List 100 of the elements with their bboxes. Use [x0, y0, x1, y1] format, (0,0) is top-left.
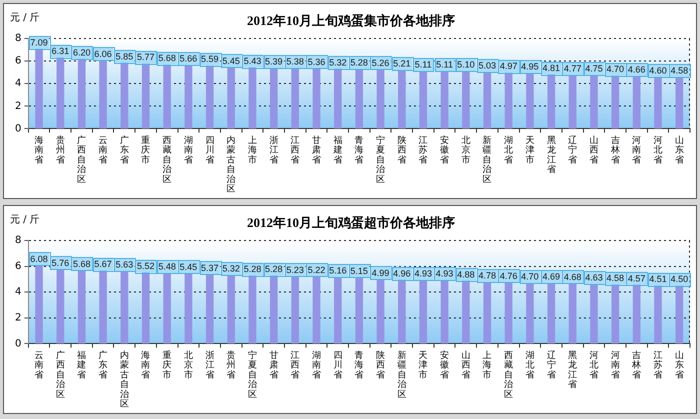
- y-axis-title: 元 / 斤: [10, 12, 40, 24]
- data-label: 5.15: [350, 266, 368, 276]
- bar: [270, 68, 278, 129]
- data-label: 5.67: [94, 259, 112, 270]
- bar: [398, 70, 406, 129]
- data-label: 4.51: [649, 274, 667, 284]
- x-tick-label: 广东省: [98, 350, 108, 380]
- bar: [483, 282, 492, 344]
- bar: [440, 70, 448, 129]
- data-label: 4.70: [606, 64, 624, 74]
- x-tick-label: 西藏自治区: [504, 350, 514, 400]
- bar: [504, 282, 512, 344]
- data-label: 4.88: [457, 269, 475, 280]
- x-tick-label: 新疆自治区: [397, 350, 406, 400]
- x-tick-label: 河南省: [610, 350, 620, 380]
- data-label: 5.66: [180, 53, 198, 64]
- bar: [355, 68, 364, 129]
- data-label: 5.26: [372, 58, 390, 68]
- data-label: 5.37: [201, 262, 219, 273]
- bar: [526, 282, 534, 344]
- x-tick-label: 山东省: [674, 134, 684, 166]
- bar: [291, 68, 299, 129]
- bar: [526, 72, 534, 129]
- bar: [78, 58, 86, 129]
- data-label: 4.96: [393, 268, 411, 278]
- bar: [35, 265, 43, 344]
- x-tick-label: 宁夏自治区: [248, 350, 257, 400]
- bar: [376, 69, 384, 129]
- y-tick-label: 4: [14, 78, 22, 90]
- x-tick-label: 吉林省: [631, 350, 642, 380]
- x-tick-label: 西藏自治区: [162, 136, 172, 185]
- bar: [35, 48, 43, 129]
- data-label: 4.70: [521, 272, 539, 282]
- x-tick-label: 上海市: [482, 350, 492, 380]
- x-tick-label: 湖南省: [312, 350, 321, 380]
- data-label: 5.77: [136, 52, 155, 62]
- bar: [99, 270, 107, 344]
- x-tick-label: 重庆市: [162, 350, 172, 380]
- x-tick-label: 江西省: [290, 350, 300, 380]
- x-tick-label: 青海省: [354, 350, 364, 380]
- x-tick-label: 广西自治区: [56, 350, 65, 400]
- data-label: 5.45: [222, 56, 240, 66]
- bar: [270, 275, 278, 344]
- y-tick-label: 2: [14, 100, 22, 112]
- x-tick-label: 河北省: [653, 134, 662, 166]
- chart-title: 2012年10月上旬鸡蛋集市价各地排序: [247, 13, 455, 28]
- x-tick-label: 四川省: [333, 350, 342, 380]
- x-tick-label: 浙江省: [205, 350, 214, 380]
- data-label: 5.11: [436, 60, 453, 70]
- bar: [547, 74, 556, 129]
- data-label: 5.23: [286, 264, 304, 275]
- x-tick-label: 浙江省: [269, 134, 278, 166]
- data-label: 4.60: [649, 65, 667, 76]
- data-label: 4.58: [670, 66, 688, 76]
- data-label: 5.39: [265, 56, 283, 66]
- bar: [398, 279, 406, 344]
- x-tick-label: 湖南省: [184, 134, 193, 166]
- bar: [120, 62, 128, 129]
- y-tick-label: 8: [14, 33, 22, 44]
- bar: [312, 68, 320, 129]
- x-tick-label: 河南省: [632, 134, 642, 166]
- bar: [312, 276, 320, 344]
- data-label: 5.76: [52, 258, 70, 268]
- data-label: 4.97: [500, 61, 518, 72]
- x-tick-label: 陕西省: [376, 350, 386, 380]
- bar: [419, 280, 428, 344]
- bar: [419, 70, 428, 129]
- data-label: 5.45: [180, 262, 198, 272]
- bar: [334, 276, 342, 344]
- x-tick-label: 重庆市: [141, 134, 150, 166]
- x-tick-label: 广东省: [120, 134, 129, 166]
- bar: [78, 270, 86, 344]
- bar: [248, 67, 256, 129]
- data-label: 5.43: [244, 56, 262, 66]
- bar: [547, 282, 556, 344]
- bar: [227, 274, 235, 344]
- data-label: 5.22: [308, 264, 326, 275]
- bar: [611, 284, 620, 344]
- x-tick-label: 湖北省: [525, 350, 534, 380]
- data-label: 4.68: [564, 272, 582, 282]
- data-label: 7.09: [30, 37, 48, 48]
- data-label: 5.59: [201, 54, 219, 64]
- data-label: 6.08: [30, 254, 48, 264]
- x-tick-label: 福建省: [332, 134, 342, 166]
- bar: [206, 65, 214, 129]
- data-label: 5.85: [116, 51, 134, 62]
- x-tick-label: 山西省: [589, 134, 598, 166]
- bar: [632, 76, 640, 129]
- x-tick-label: 青海省: [354, 134, 364, 166]
- bar: [184, 64, 192, 129]
- x-tick-label: 吉林省: [610, 134, 620, 166]
- y-tick-label: 0: [14, 338, 22, 350]
- data-label: 5.48: [158, 262, 176, 272]
- x-tick-label: 内蒙古自治区: [120, 350, 129, 410]
- data-label: 4.95: [521, 61, 539, 72]
- x-tick-label: 天津市: [525, 134, 534, 166]
- data-label: 5.11: [414, 60, 432, 70]
- data-label: 5.63: [116, 260, 134, 270]
- x-tick-label: 山西省: [461, 350, 470, 380]
- x-tick-label: 江苏省: [418, 134, 428, 166]
